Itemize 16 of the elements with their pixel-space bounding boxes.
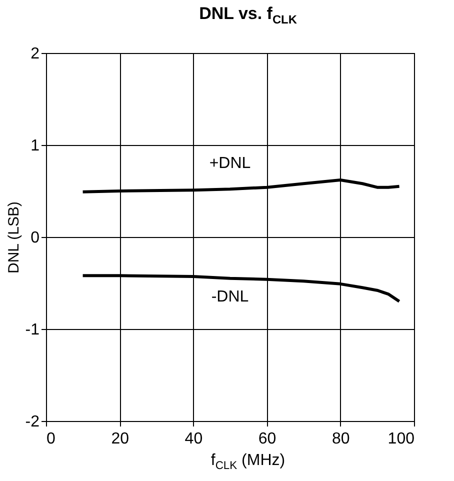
y-tick-label: -2	[25, 414, 40, 430]
x-tick-label: 80	[332, 430, 350, 448]
x-axis-title: f$_{CLK}$ (MHz)	[210, 452, 286, 472]
x-tick-label: 20	[111, 430, 130, 448]
x-tick-label: 0	[46, 430, 56, 448]
series-label: -DNL	[211, 288, 249, 306]
y-tick-label: -1	[25, 322, 40, 338]
x-tick-label: 100	[388, 430, 415, 448]
y-axis-title: DNL (LSB)	[5, 202, 22, 274]
y-tick-label: 1	[30, 138, 40, 154]
y-tick-label: 0	[30, 230, 40, 246]
series-label: +DNL	[209, 155, 251, 172]
x-tick-label: 60	[258, 430, 276, 448]
chart-title: DNL vs. f$_{CLK}$	[198, 4, 298, 26]
y-tick-label: 2	[30, 46, 40, 62]
x-tick-label: 40	[184, 430, 203, 448]
